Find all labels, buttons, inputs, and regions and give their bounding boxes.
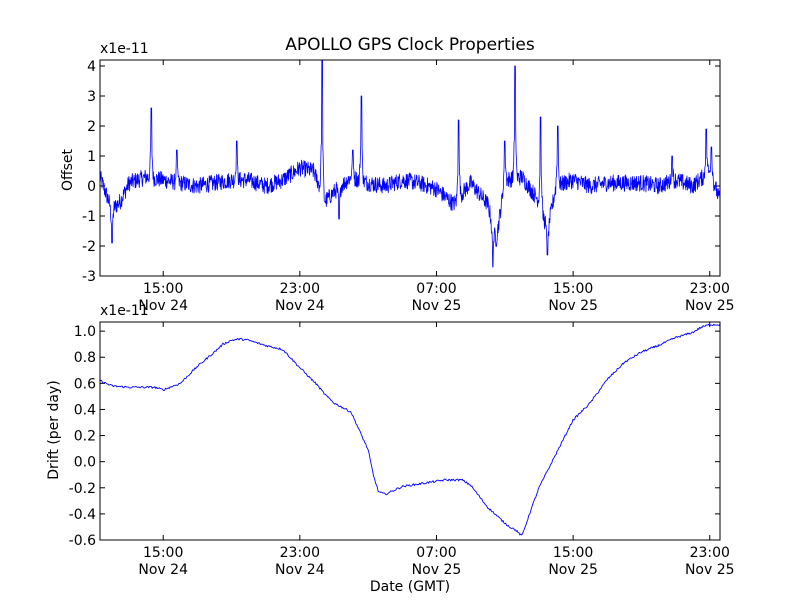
y-tick-label: -2 — [82, 239, 96, 255]
y-tick-label: 0.6 — [74, 376, 96, 392]
x-tick-time-label: 15:00 — [553, 281, 593, 297]
drift-line — [99, 323, 721, 536]
drift-axis-label: Drift (per day) — [46, 380, 62, 479]
offset-plot-frame — [99, 59, 721, 277]
x-tick-date-label: Nov 24 — [275, 298, 325, 314]
x-tick-time-label: 23:00 — [690, 545, 730, 561]
y-tick-label: 1.0 — [74, 324, 96, 340]
x-tick-date-label: Nov 24 — [275, 562, 325, 578]
x-tick-time-label: 15:00 — [553, 545, 593, 561]
offset-axis-multiplier: x1e-11 — [100, 41, 149, 57]
x-tick-time-label: 15:00 — [143, 281, 183, 297]
offset-series — [99, 59, 721, 268]
drift-panel: Drift (per day) x1e-11 1.0 0.8 0.6 0.4 0.2 0.… — [46, 303, 735, 595]
drift-axis-multiplier: x1e-11 — [100, 303, 149, 319]
x-tick-date-label: Nov 24 — [138, 562, 188, 578]
y-tick-label: 0.8 — [74, 350, 96, 366]
x-tick-date-label: Nov 25 — [685, 562, 735, 578]
offset-axis-label: Offset — [60, 148, 76, 191]
y-tick-label: 4 — [87, 59, 96, 75]
y-tick-label: -0.4 — [69, 507, 96, 523]
x-tick-time-label: 15:00 — [143, 545, 183, 561]
y-tick-label: -0.6 — [69, 533, 96, 549]
y-tick-label: -3 — [82, 269, 96, 285]
y-tick-label: -1 — [82, 209, 96, 225]
y-tick-label: 2 — [87, 119, 96, 135]
y-tick-label: 0.4 — [74, 402, 96, 418]
x-tick-date-label: Nov 25 — [412, 562, 462, 578]
x-tick-time-label: 07:00 — [416, 545, 456, 561]
x-tick-date-label: Nov 25 — [548, 298, 598, 314]
x-tick-date-label: Nov 24 — [138, 298, 188, 314]
offset-line — [99, 59, 721, 268]
chart-title: APOLLO GPS Clock Properties — [285, 35, 535, 55]
y-tick-label: 0 — [87, 179, 96, 195]
drift-plot-frame — [99, 321, 721, 541]
y-tick-label: -0.2 — [69, 481, 96, 497]
x-tick-time-label: 07:00 — [416, 281, 456, 297]
x-tick-date-label: Nov 25 — [685, 298, 735, 314]
drift-series — [99, 323, 721, 536]
x-tick-time-label: 23:00 — [280, 281, 320, 297]
x-tick-time-label: 23:00 — [280, 545, 320, 561]
x-tick-time-label: 23:00 — [690, 281, 730, 297]
y-tick-label: 0.0 — [74, 455, 96, 471]
y-tick-label: 3 — [87, 89, 96, 105]
x-tick-date-label: Nov 25 — [548, 562, 598, 578]
x-tick-date-label: Nov 25 — [412, 298, 462, 314]
y-tick-label: 1 — [87, 149, 96, 165]
date-axis-label: Date (GMT) — [370, 579, 450, 595]
y-tick-label: 0.2 — [74, 429, 96, 445]
